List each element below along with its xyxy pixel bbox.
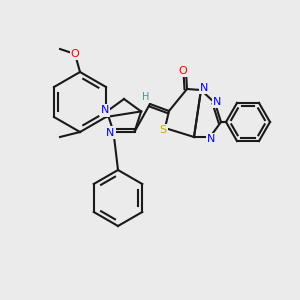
Text: N: N (101, 105, 109, 116)
Text: O: O (178, 66, 188, 76)
Text: N: N (207, 134, 215, 144)
Text: H: H (142, 92, 150, 102)
Text: N: N (200, 83, 208, 93)
Text: O: O (70, 49, 80, 59)
Text: N: N (106, 128, 115, 138)
Text: N: N (213, 97, 221, 107)
Text: S: S (159, 125, 167, 135)
